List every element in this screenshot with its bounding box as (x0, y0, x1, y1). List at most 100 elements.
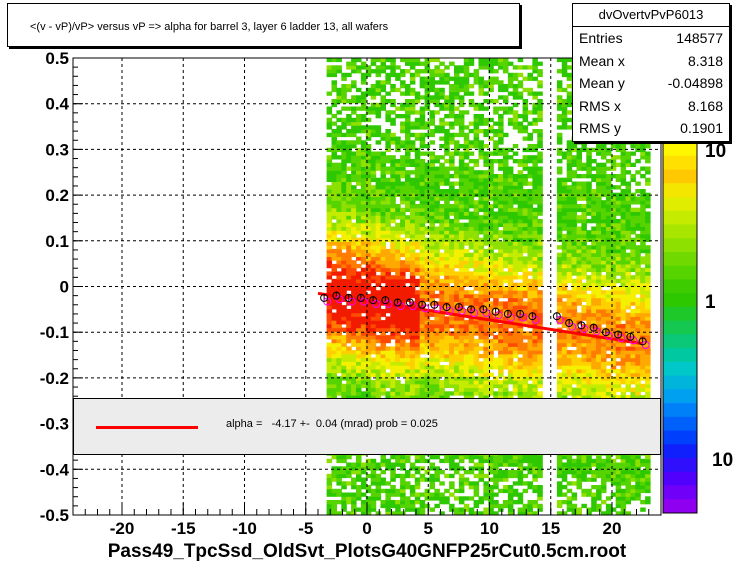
heatmap-cell (424, 237, 431, 242)
heatmap-cell (478, 58, 484, 63)
heatmap-cell (517, 267, 524, 272)
heatmap-cell (385, 72, 391, 78)
heatmap-cell (566, 211, 573, 216)
heatmap-cell (503, 305, 509, 310)
heatmap-cell (414, 470, 421, 475)
heatmap-cell (473, 350, 480, 355)
heatmap-cell (532, 503, 538, 509)
heatmap-cell (346, 376, 352, 381)
heatmap-cell (454, 507, 460, 512)
heatmap-cell (454, 222, 460, 227)
heatmap-cell (370, 473, 377, 479)
heatmap-cell (517, 466, 524, 471)
heatmap-cell (351, 387, 357, 392)
heatmap-cell (566, 507, 573, 512)
heatmap-cell (527, 260, 533, 265)
heatmap-cell (400, 485, 406, 490)
heatmap-cell (483, 395, 489, 400)
heatmap-cell (405, 196, 411, 201)
heatmap-cell (444, 241, 450, 246)
heatmap-cell (326, 327, 333, 332)
heatmap-cell (419, 267, 426, 272)
heatmap-cell (370, 84, 377, 89)
heatmap-cell (444, 215, 450, 220)
heatmap-cell (566, 376, 573, 381)
heatmap-cell (473, 346, 480, 351)
heatmap-cell (507, 391, 514, 396)
heatmap-cell (522, 87, 529, 93)
heatmap-cell (498, 293, 504, 299)
heatmap-cell (341, 316, 347, 321)
heatmap-cell (341, 327, 347, 332)
heatmap-cell (429, 233, 435, 239)
heatmap-cell (385, 155, 391, 160)
heatmap-cell (503, 87, 509, 93)
heatmap-cell (454, 263, 460, 269)
heatmap-cell (483, 391, 489, 396)
heatmap-cell (571, 365, 578, 370)
heatmap-cell (507, 395, 514, 400)
heatmap-cell (473, 271, 480, 276)
heatmap-cell (498, 61, 504, 66)
heatmap-cell (454, 455, 460, 460)
heatmap-cell (331, 297, 337, 302)
heatmap-cell (400, 297, 406, 302)
heatmap-cell (458, 316, 465, 321)
heatmap-cell (370, 207, 377, 212)
heatmap-cell (463, 147, 470, 153)
heatmap-cell (439, 365, 445, 370)
heatmap-cell (390, 503, 396, 509)
heatmap-cell (331, 301, 337, 306)
heatmap-cell (409, 492, 416, 497)
heatmap-cell (532, 477, 538, 482)
heatmap-cell (424, 144, 431, 149)
heatmap-cell (380, 488, 386, 494)
heatmap-cell (336, 166, 342, 171)
heatmap-cell (326, 237, 333, 242)
heatmap-cell (429, 492, 435, 497)
heatmap-cell (331, 357, 337, 362)
heatmap-cell (581, 196, 587, 201)
heatmap-cell (341, 196, 347, 201)
heatmap-cell (351, 151, 357, 156)
heatmap-cell (375, 275, 382, 280)
heatmap-cell (537, 196, 543, 201)
heatmap-cell (503, 189, 509, 194)
heatmap-cell (434, 72, 440, 78)
heatmap-cell (458, 159, 465, 164)
heatmap-cell (561, 462, 568, 467)
heatmap-cell (326, 380, 333, 385)
heatmap-cell (512, 492, 519, 497)
heatmap-cell (409, 278, 416, 284)
heatmap-cell (488, 342, 494, 347)
heatmap-cell (365, 117, 372, 123)
heatmap-cell (449, 365, 455, 370)
heatmap-cell (458, 357, 465, 362)
heatmap-cell (439, 241, 445, 246)
heatmap-cell (522, 166, 529, 171)
heatmap-cell (444, 233, 450, 239)
heatmap-cell (507, 121, 514, 126)
heatmap-cell (424, 320, 431, 325)
heatmap-cell (360, 316, 367, 321)
heatmap-cell (463, 87, 470, 93)
heatmap-cell (336, 155, 342, 160)
heatmap-cell (581, 219, 587, 224)
heatmap-cell (409, 196, 416, 201)
heatmap-cell (375, 312, 382, 317)
heatmap-cell (498, 488, 504, 494)
heatmap-cell (503, 132, 509, 138)
heatmap-cell (507, 267, 514, 272)
heatmap-cell (409, 507, 416, 512)
heatmap-cell (581, 477, 587, 482)
heatmap-cell (571, 159, 578, 164)
heatmap-cell (336, 230, 342, 235)
heatmap-cell (405, 286, 411, 291)
heatmap-cell (463, 132, 470, 138)
heatmap-cell (454, 252, 460, 257)
heatmap-cell (365, 507, 372, 512)
heatmap-cell (488, 241, 494, 246)
heatmap-cell (414, 155, 421, 160)
heatmap-cell (395, 346, 401, 351)
heatmap-cell (395, 278, 401, 284)
